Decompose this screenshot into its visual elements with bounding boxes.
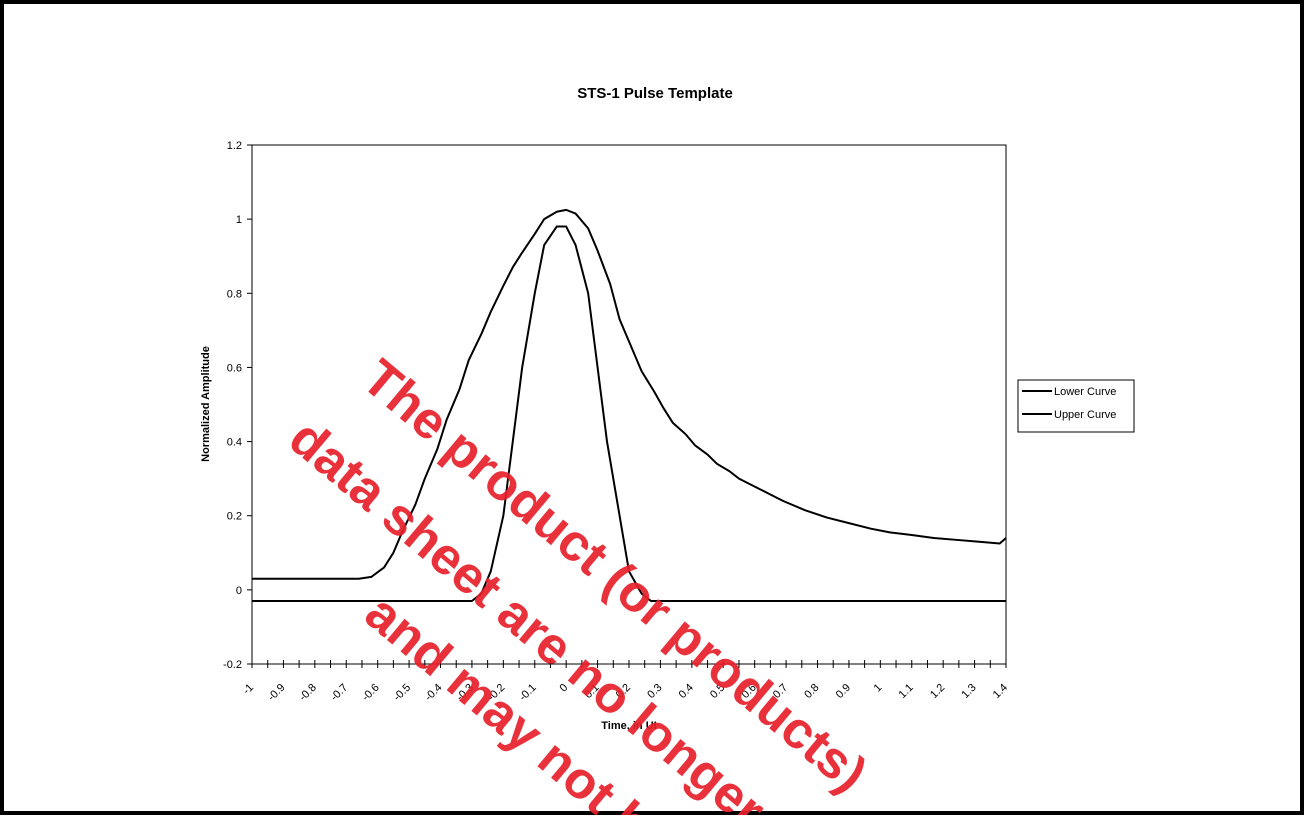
chart-canvas: STS-1 Pulse Template -0.200.20.40.60.811… xyxy=(200,85,1135,815)
legend: Lower Curve Upper Curve xyxy=(1017,379,1135,433)
chart-title: STS-1 Pulse Template xyxy=(577,85,733,102)
series-layer xyxy=(252,208,1007,602)
x-tick-label: 0.9 xyxy=(834,682,853,701)
plot-area xyxy=(251,144,1007,665)
series-line-upper-curve xyxy=(252,208,1007,580)
y-tick-label: 1.2 xyxy=(227,140,242,152)
legend-label-lower: Lower Curve xyxy=(1054,386,1116,398)
x-tick-label: 1 xyxy=(872,682,885,695)
x-tick-label: -0.8 xyxy=(297,682,319,704)
x-tick-label: 1.1 xyxy=(897,682,916,701)
y-tick-label: 0 xyxy=(236,585,242,597)
x-tick-label: -0.6 xyxy=(360,682,382,704)
y-tick-label: 0.4 xyxy=(227,437,242,449)
y-tick-label: 1 xyxy=(236,214,242,226)
x-tick-label: 1.2 xyxy=(928,682,947,701)
x-tick-label: 0.4 xyxy=(677,682,696,701)
y-axis: -0.2 0 0.2 0.4 0.6 0.8 1 1.2 xyxy=(223,140,252,671)
y-tick-label: 0.2 xyxy=(227,511,242,523)
x-tick-label: 1.3 xyxy=(959,682,978,701)
y-tick-label: -0.2 xyxy=(223,659,242,671)
x-tick-label: 1.4 xyxy=(991,682,1010,701)
x-tick-label: -0.9 xyxy=(266,682,288,704)
x-tick-label: -0.7 xyxy=(328,682,350,704)
x-tick-label: -0.5 xyxy=(391,682,413,704)
x-tick-label: -1 xyxy=(241,682,256,697)
series-line-lower-curve xyxy=(252,225,1006,602)
y-tick-label: 0.6 xyxy=(227,362,242,374)
y-axis-title: Normalized Amplitude xyxy=(200,346,212,462)
legend-box xyxy=(1017,379,1135,433)
x-axis-title: Time, in UI xyxy=(601,720,656,732)
legend-label-upper: Upper Curve xyxy=(1054,409,1116,421)
y-tick-label: 0.8 xyxy=(227,288,242,300)
